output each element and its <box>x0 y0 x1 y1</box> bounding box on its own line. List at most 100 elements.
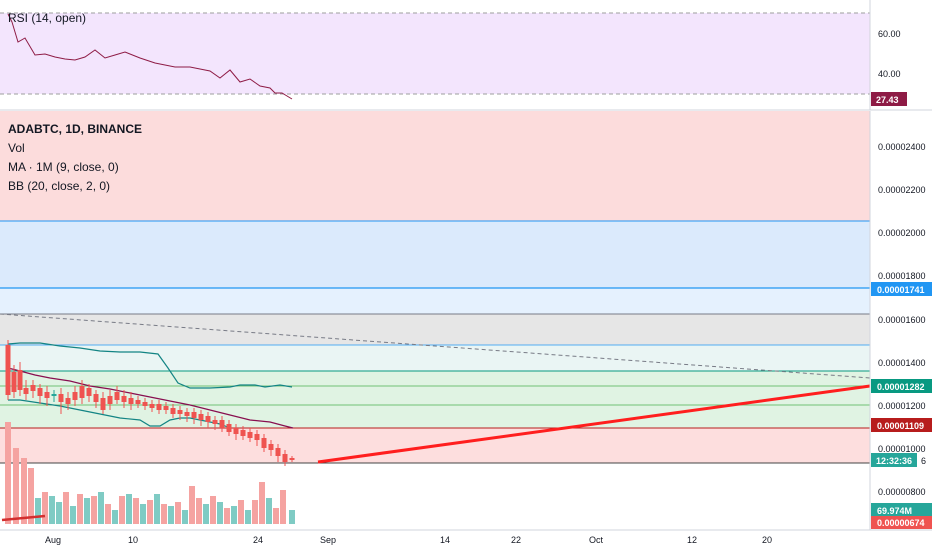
price-tick-800: 0.00000800 <box>878 487 926 497</box>
candle-body <box>247 432 253 438</box>
candle-body <box>86 388 92 396</box>
candle-body <box>240 430 246 436</box>
time-tick-14: 14 <box>440 535 450 545</box>
candle-body <box>11 372 17 392</box>
volume-bar <box>70 506 76 524</box>
rsi-band <box>0 13 870 94</box>
time-axis-bg <box>0 530 932 550</box>
volume-bar <box>42 492 48 524</box>
volume-bar <box>5 422 11 524</box>
time-axis[interactable]: Aug 10 24 Sep 14 22 Oct 12 20 <box>0 529 932 550</box>
candle-body <box>177 410 183 414</box>
volume-bar <box>252 500 258 524</box>
volume-bar <box>140 504 146 524</box>
candle-body <box>79 386 85 398</box>
tag-countdown <box>871 453 917 467</box>
fib-zone-red-top <box>0 111 870 221</box>
legend-bb: BB (20, close, 2, 0) <box>8 179 110 193</box>
bollinger-bands <box>7 342 293 429</box>
candle-body <box>51 394 57 396</box>
volume-bar <box>280 490 286 524</box>
volume-bar <box>105 504 111 524</box>
tag-fib-1741-text: 0.00001741 <box>877 285 925 295</box>
volume-bar <box>238 500 244 524</box>
bb-upper-line <box>7 342 293 389</box>
price-axis[interactable]: 0.00002400 0.00002200 0.00002000 0.00001… <box>869 111 932 530</box>
forecast-trend-line[interactable] <box>317 384 871 464</box>
volume-bar <box>259 482 265 524</box>
candle-body <box>65 398 71 404</box>
volume-bar <box>217 502 223 524</box>
volume-bar <box>21 458 27 524</box>
rsi-line <box>7 13 293 100</box>
tag-volume <box>871 503 932 517</box>
time-tick-sep: Sep <box>320 535 336 545</box>
candle-body <box>93 394 99 402</box>
fib-zone-grey <box>0 314 870 345</box>
dashed-trend-line[interactable] <box>0 313 871 379</box>
price-tick-2400: 0.00002400 <box>878 142 926 152</box>
time-tick-20: 20 <box>762 535 772 545</box>
volume-ma-line <box>1 514 46 522</box>
price-tick-1800: 0.00001800 <box>878 271 926 281</box>
tag-fib-1282 <box>871 379 932 393</box>
rsi-current-tag <box>871 92 907 106</box>
volume-bar <box>56 502 62 524</box>
legend-symbol: ADABTC, 1D, BINANCE <box>8 122 142 136</box>
price-tick-1600: 0.00001600 <box>878 315 926 325</box>
rsi-current-value: 27.43 <box>876 95 899 105</box>
volume-bar <box>231 506 237 524</box>
volume-bar <box>13 448 19 524</box>
candle-body <box>44 392 50 398</box>
volume-bar <box>175 502 181 524</box>
time-tick-oct: Oct <box>589 535 604 545</box>
candle-body <box>107 396 113 404</box>
tag-countdown-suffix: 6 <box>921 456 926 466</box>
volume-bar <box>289 510 295 524</box>
time-tick-10: 10 <box>128 535 138 545</box>
volume-bar <box>203 504 209 524</box>
volume-bar <box>133 498 139 524</box>
tag-fib-1741 <box>871 282 932 296</box>
volume-bars <box>5 422 295 524</box>
volume-bar <box>84 498 90 524</box>
tag-countdown-suffix-bg <box>917 453 932 467</box>
candle-body <box>184 412 190 416</box>
price-tick-1200: 0.00001200 <box>878 401 926 411</box>
candle-body <box>233 428 239 434</box>
volume-bar <box>224 508 230 524</box>
time-tick-24: 24 <box>253 535 263 545</box>
legend-volume: Vol <box>8 141 25 155</box>
tag-fib-1282-text: 0.00001282 <box>877 382 925 392</box>
candle-body <box>100 398 106 410</box>
rsi-tick-60: 60.00 <box>878 29 901 39</box>
fib-zone-light-blue <box>0 288 870 314</box>
moving-average-line <box>7 367 294 429</box>
fib-zone-teal-light <box>0 345 870 371</box>
volume-bar <box>77 494 83 524</box>
time-tick-aug: Aug <box>45 535 61 545</box>
tag-countdown-text: 12:32:36 <box>876 456 912 466</box>
fib-zones <box>0 111 870 464</box>
tag-volume-text: 69.974M <box>877 506 912 516</box>
candle-body <box>58 394 64 402</box>
candle-body <box>191 412 197 418</box>
candle-body <box>17 370 23 390</box>
candle-body <box>226 424 232 432</box>
candle-body <box>142 402 148 406</box>
volume-bar <box>196 498 202 524</box>
time-tick-12: 12 <box>687 535 697 545</box>
candle-body <box>261 438 267 448</box>
price-tick-2200: 0.00002200 <box>878 185 926 195</box>
candle-body <box>149 404 155 408</box>
candle-body <box>198 414 204 420</box>
candle-body <box>5 345 11 395</box>
rsi-pane[interactable]: RSI (14, open) 60.00 40.00 27.43 <box>0 0 907 110</box>
volume-bar <box>119 496 125 524</box>
candle-body <box>156 404 162 410</box>
bb-lower-line <box>8 399 231 429</box>
tag-price-674-text: 0.00000674 <box>877 518 925 528</box>
volume-bar <box>63 492 69 524</box>
price-tick-1000: 0.00001000 <box>878 444 926 454</box>
